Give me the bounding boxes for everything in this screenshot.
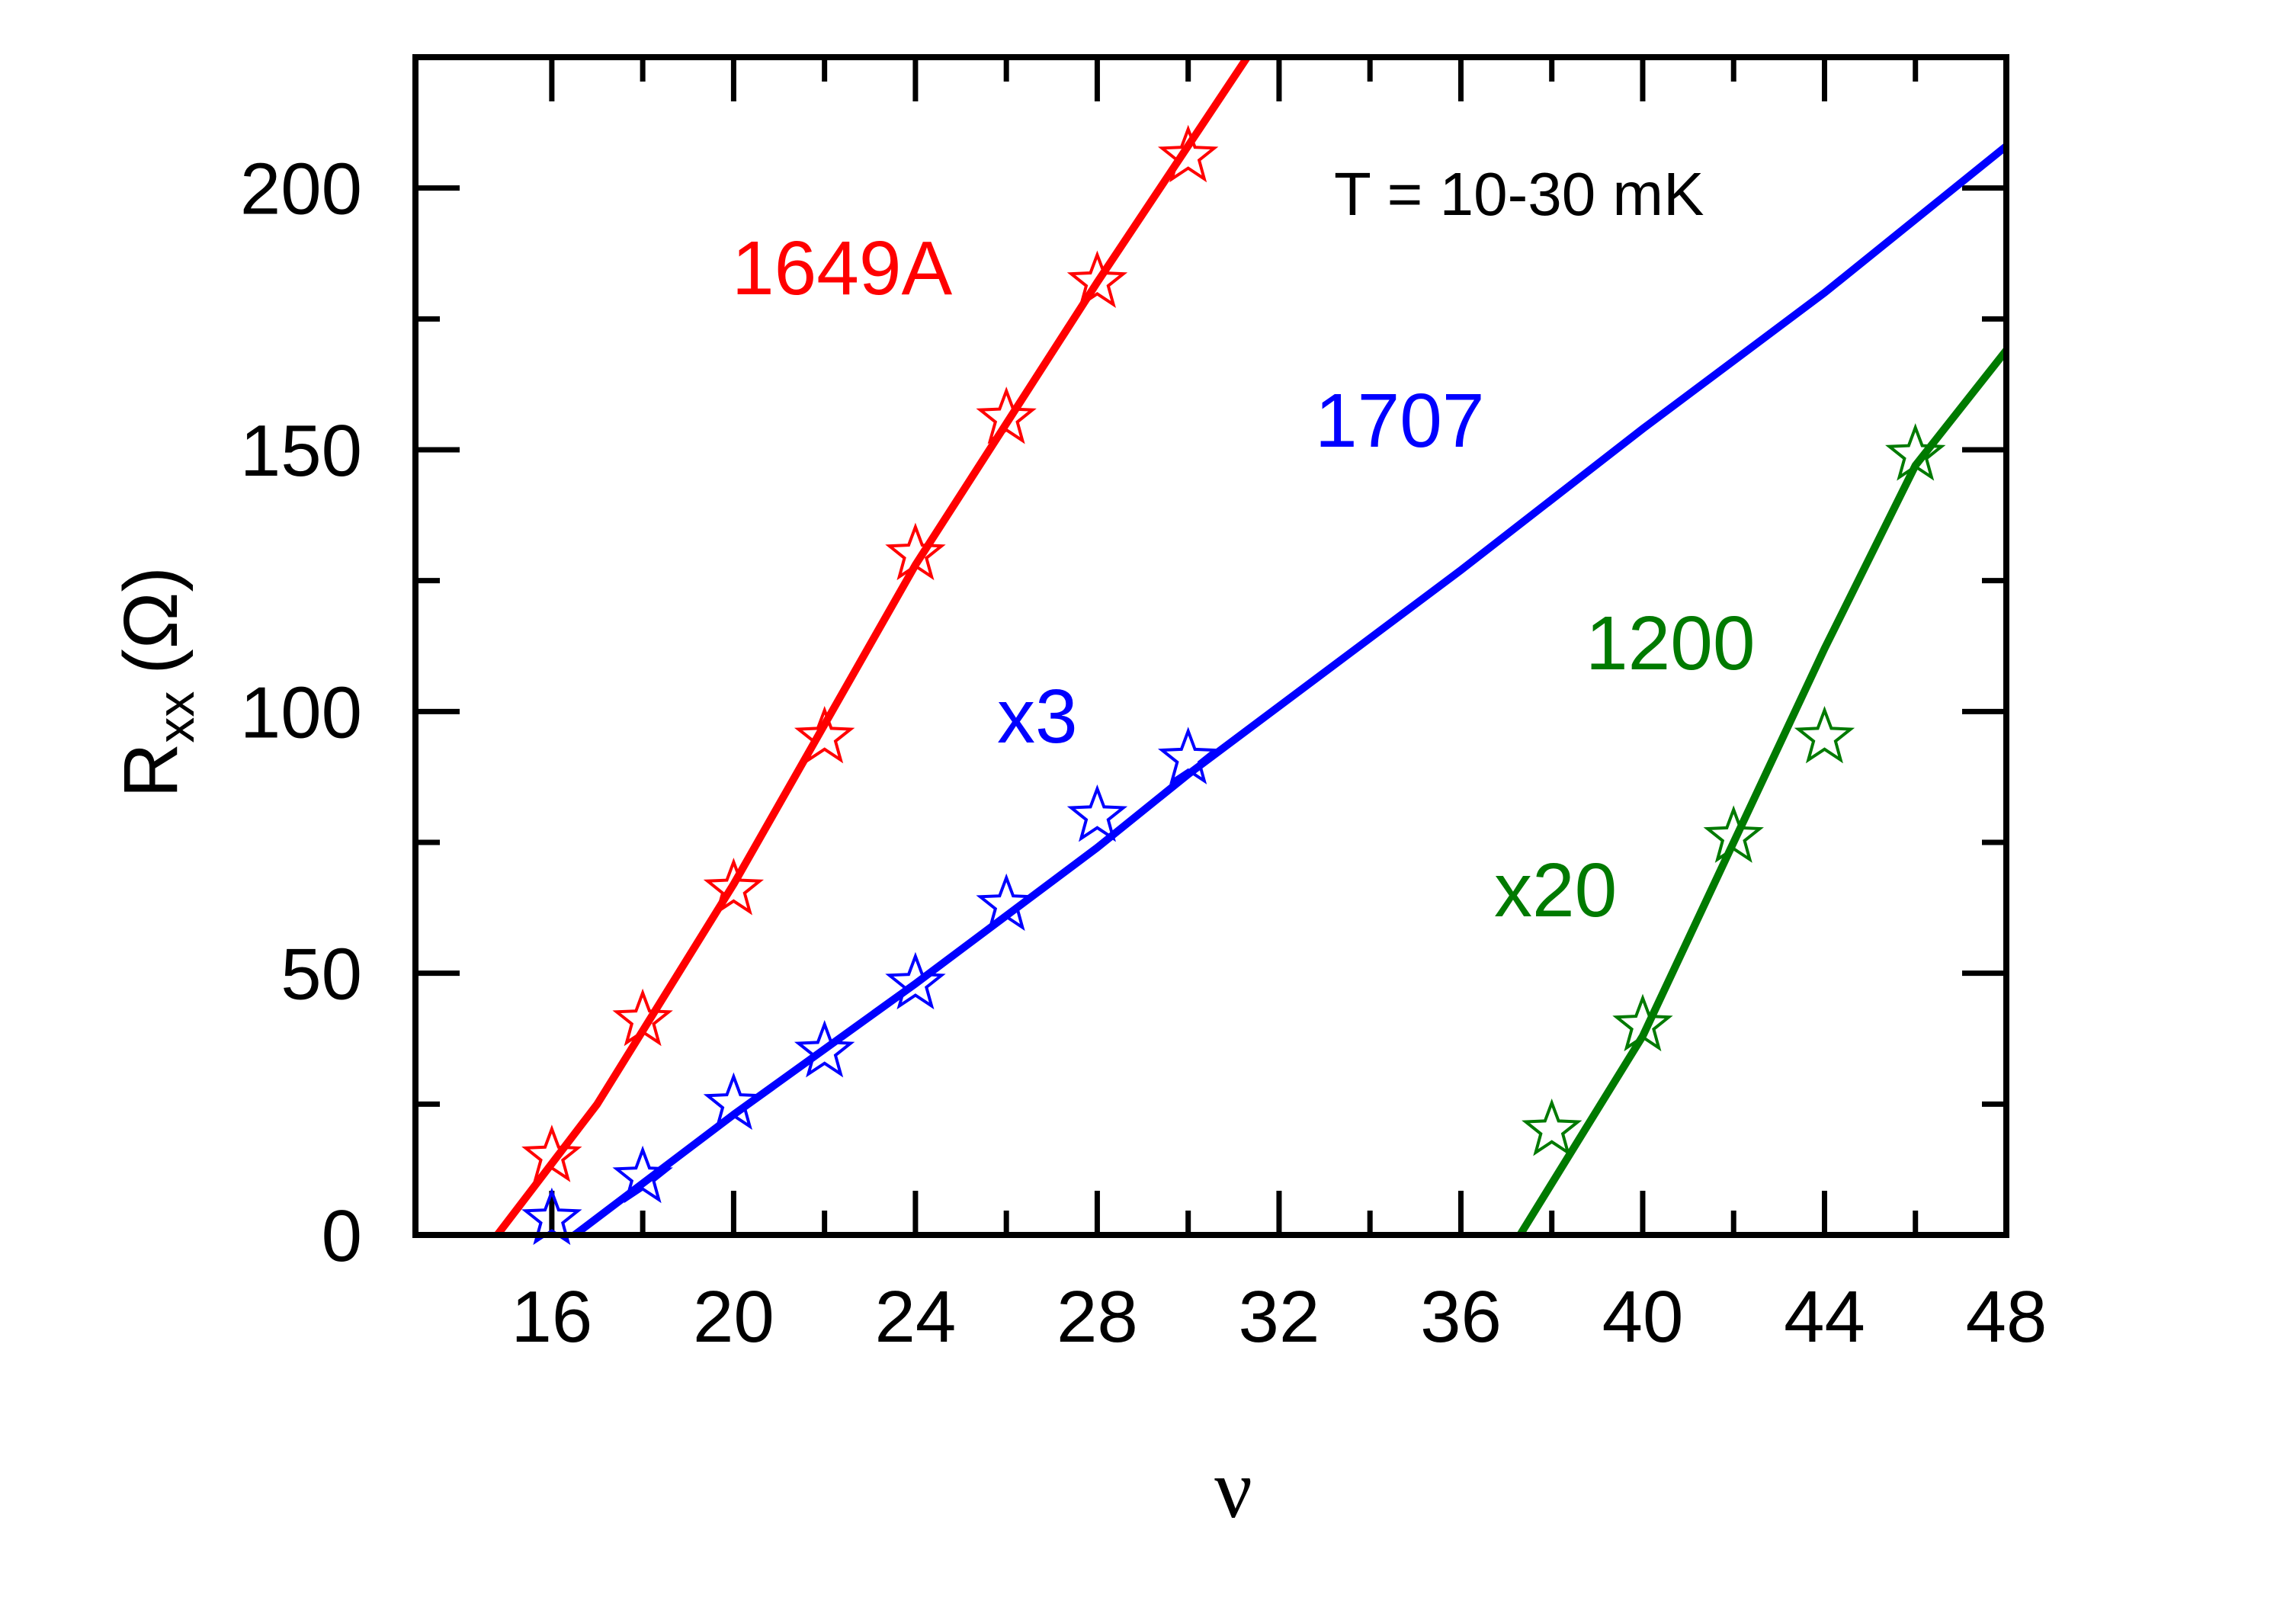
series-1649A [494, 57, 1251, 1235]
x-axis-title: ν [1214, 1442, 1252, 1535]
data-point-1200 [1612, 993, 1673, 1052]
x-tick-label: 48 [1966, 1276, 2047, 1358]
x-tick-label: 44 [1784, 1276, 1865, 1358]
data-point-1649A [612, 988, 673, 1047]
series-label-1649A: 1649A [732, 226, 952, 311]
data-point-1200 [1522, 1099, 1583, 1156]
y-axis-title-subscript: xx [147, 691, 205, 743]
x-tick-label: 28 [1057, 1276, 1138, 1358]
data-point-1200 [1885, 423, 1946, 481]
x-tick-label: 36 [1420, 1276, 1502, 1358]
data-point-1649A [1066, 250, 1128, 309]
data-point-1200 [1703, 805, 1764, 863]
data-point-1649A [976, 387, 1037, 444]
series-multiplier-x20: x20 [1494, 848, 1617, 933]
data-point-1649A [885, 522, 946, 581]
data-point-1649A [794, 705, 855, 764]
y-tick-label: 150 [240, 410, 362, 492]
x-tick-label: 24 [875, 1276, 957, 1358]
tick-labels: 16 20 24 28 32 36 40 44 48 0 50 100 150 200 [240, 149, 2047, 1358]
x-tick-label: 32 [1239, 1276, 1320, 1358]
y-tick-label: 100 [240, 672, 362, 753]
data-point-1707 [1066, 784, 1128, 842]
data-point-1707 [885, 951, 946, 1010]
series-1200 [1516, 348, 2006, 1235]
data-point-1707 [521, 1187, 582, 1246]
data-point-1649A [1157, 124, 1219, 183]
series-label-1200: 1200 [1586, 601, 1755, 686]
y-tick-label: 200 [240, 149, 362, 230]
data-point-1649A [703, 858, 765, 916]
x-tick-label: 40 [1602, 1276, 1684, 1358]
y-tick-label: 0 [322, 1195, 362, 1277]
data-point-1707 [703, 1072, 765, 1131]
temperature-annotation: T = 10-30 mK [1334, 160, 1704, 228]
x-tick-label: 16 [511, 1276, 592, 1358]
y-tick-label: 50 [281, 934, 362, 1015]
y-axis-title-unit: (Ω) [108, 566, 194, 674]
fit-line-1649A [494, 57, 1251, 1235]
series-label-1707: 1707 [1315, 378, 1484, 463]
data-point-1707 [1157, 727, 1219, 784]
plot-frame [412, 54, 2009, 1238]
y-axis-title: Rxx (Ω) [108, 566, 205, 798]
series-multiplier-x3: x3 [997, 674, 1078, 759]
fit-line-1707 [572, 143, 2006, 1235]
series-layer [494, 57, 2006, 1246]
x-tick-label: 20 [693, 1276, 774, 1358]
data-point-1200 [1794, 706, 1855, 764]
data-point-1707 [794, 1019, 855, 1078]
series-1707 [521, 143, 2006, 1246]
data-point-1707 [612, 1145, 673, 1204]
svg-text:Rxx(Ω): Rxx (Ω) [108, 566, 205, 798]
data-point-1707 [976, 873, 1037, 932]
y-axis-title-main: R [108, 743, 194, 798]
data-point-1649A [521, 1124, 582, 1182]
